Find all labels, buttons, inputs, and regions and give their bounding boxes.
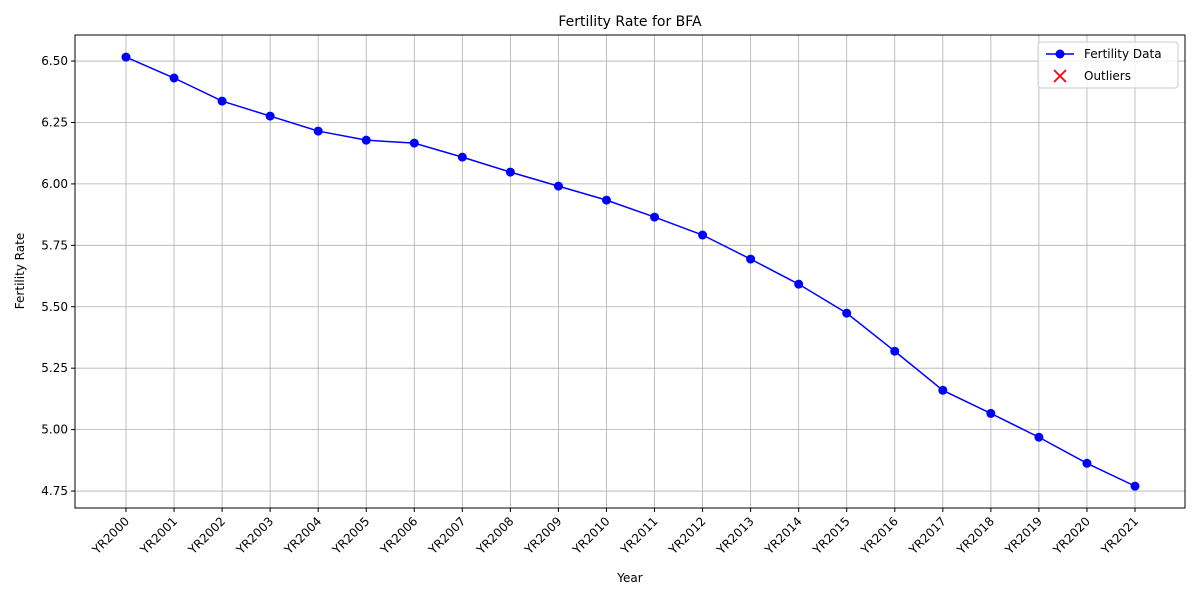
x-axis-label: Year	[616, 571, 642, 585]
point	[842, 308, 852, 318]
y-tick-label: 6.50	[41, 54, 68, 68]
point	[794, 279, 804, 289]
legend-label: Fertility Data	[1084, 47, 1162, 61]
point	[457, 152, 467, 162]
y-tick-label: 6.00	[41, 177, 68, 191]
point	[698, 230, 708, 240]
point	[121, 52, 131, 62]
point	[505, 167, 515, 177]
legend-label: Outliers	[1084, 69, 1131, 83]
y-tick-label: 4.75	[41, 484, 68, 498]
point	[1130, 481, 1140, 491]
y-tick-label: 5.25	[41, 361, 68, 375]
point	[890, 346, 900, 356]
point	[650, 212, 660, 222]
point	[938, 385, 948, 395]
y-tick-label: 5.00	[41, 423, 68, 437]
legend-marker	[1055, 49, 1065, 59]
legend-marker	[1053, 69, 1067, 83]
plot-frame	[74, 34, 1186, 509]
point	[217, 96, 227, 106]
point	[361, 135, 371, 145]
y-tick-label: 6.25	[41, 115, 68, 129]
chart-title: Fertility Rate for BFA	[558, 14, 702, 30]
point	[553, 181, 563, 191]
y-tick-label: 5.50	[41, 300, 68, 314]
point	[601, 195, 611, 205]
point	[1034, 432, 1044, 442]
point	[1082, 458, 1092, 468]
y-tick-label: 5.75	[41, 238, 68, 252]
point	[313, 126, 323, 136]
point	[169, 73, 179, 83]
point	[986, 408, 996, 418]
y-axis-label: Fertility Rate	[13, 233, 27, 309]
line	[125, 56, 1136, 487]
point	[746, 254, 756, 264]
point	[409, 138, 419, 148]
point	[265, 111, 275, 121]
